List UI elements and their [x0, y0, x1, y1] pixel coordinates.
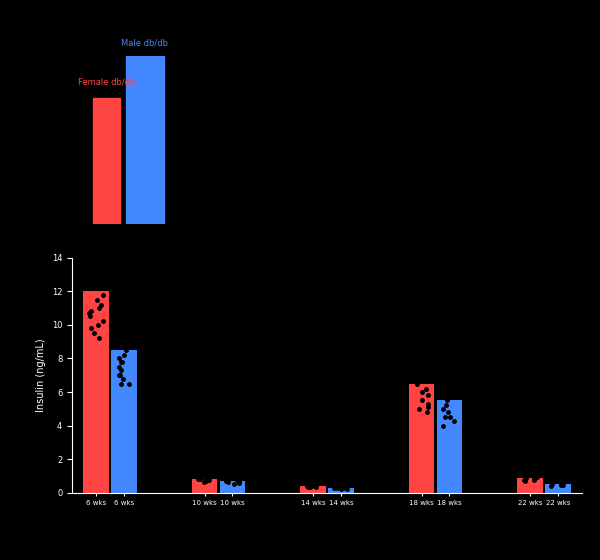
Text: Female db/db: Female db/db: [78, 77, 135, 86]
Bar: [328, 488, 353, 493]
Bar: [111, 350, 137, 493]
Bar: [545, 484, 571, 493]
Bar: [126, 56, 163, 224]
Text: Male db/db: Male db/db: [121, 39, 168, 48]
Bar: [301, 486, 326, 493]
Y-axis label: Insulin (ng/mL): Insulin (ng/mL): [36, 338, 46, 412]
Bar: [83, 291, 109, 493]
Bar: [517, 478, 543, 493]
Bar: [93, 98, 120, 224]
Bar: [437, 400, 462, 493]
Bar: [192, 479, 217, 493]
Bar: [409, 384, 434, 493]
Bar: [220, 481, 245, 493]
